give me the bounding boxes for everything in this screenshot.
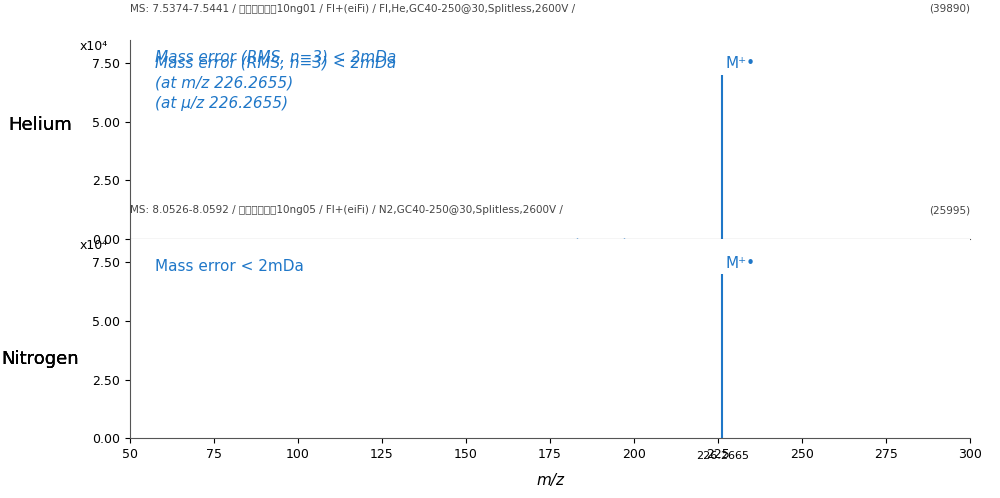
Text: MS: 8.0526-8.0592 / ヘキサデカン10ng05 / FI+(eiFi) / N2,GC40-250@30,Splitless,2600V /: MS: 8.0526-8.0592 / ヘキサデカン10ng05 / FI+(e… (130, 205, 563, 215)
Text: Mass error (RMS, n=3) < 2mDa: Mass error (RMS, n=3) < 2mDa (155, 50, 396, 65)
Text: Mass error < 2mDa: Mass error < 2mDa (155, 259, 304, 274)
Text: Helium: Helium (8, 116, 72, 133)
Text: (at μ/z 226.2655): (at μ/z 226.2655) (155, 96, 288, 111)
Text: MS: 7.5374-7.5441 / ヘキサデカン10ng01 / FI+(eiFi) / FI,He,GC40-250@30,Splitless,2600V: MS: 7.5374-7.5441 / ヘキサデカン10ng01 / FI+(e… (130, 4, 575, 14)
Text: 226.2659: 226.2659 (696, 252, 749, 262)
Text: m/z: m/z (536, 473, 564, 488)
Text: Nitrogen: Nitrogen (1, 350, 79, 368)
Text: M⁺•: M⁺• (726, 56, 756, 72)
Text: Nitrogen: Nitrogen (1, 350, 79, 368)
Text: 226.2665: 226.2665 (696, 451, 749, 461)
Text: Nitrogen: Nitrogen (1, 350, 79, 368)
Text: x10⁴: x10⁴ (80, 40, 108, 53)
Text: x10⁴: x10⁴ (80, 239, 108, 252)
Text: Helium: Helium (8, 116, 72, 133)
Text: Helium: Helium (8, 116, 72, 133)
Text: Mass error (RMS, n=3) < 2mDa
(at m/z 226.2655): Mass error (RMS, n=3) < 2mDa (at m/z 226… (155, 56, 396, 91)
Text: (39890): (39890) (929, 4, 970, 14)
Text: M⁺•: M⁺• (726, 255, 756, 271)
Text: (25995): (25995) (929, 205, 970, 215)
